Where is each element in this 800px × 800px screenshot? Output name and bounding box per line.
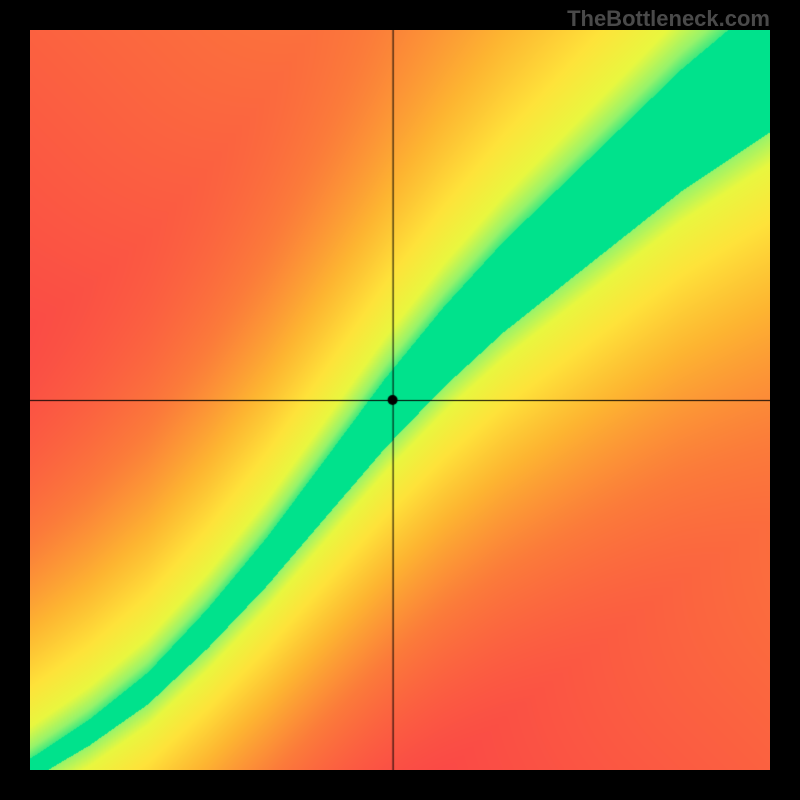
heatmap-canvas: [30, 30, 770, 770]
bottleneck-heatmap: [30, 30, 770, 770]
watermark-text: TheBottleneck.com: [567, 6, 770, 32]
